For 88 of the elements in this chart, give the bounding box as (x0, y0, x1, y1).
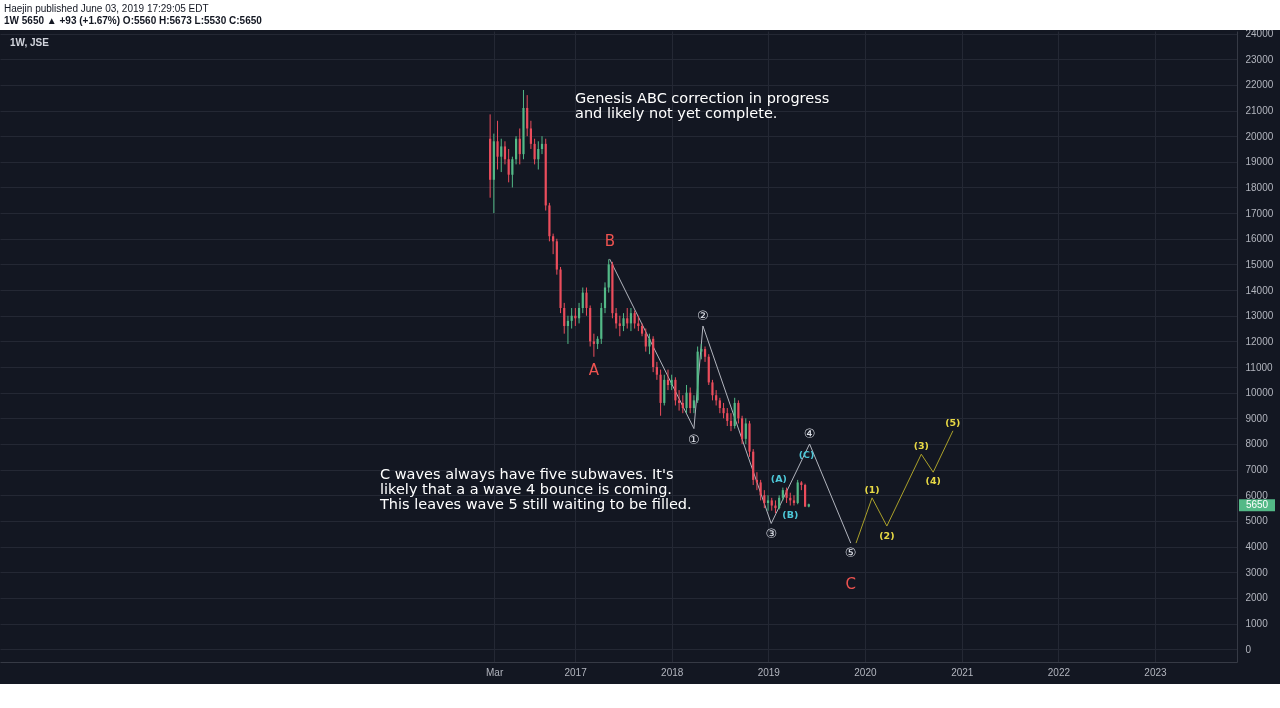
x-tick-label: 2018 (661, 666, 684, 678)
annotation: C waves always have five subwaves. It's likely that a a wave 4 bounce is coming. This leaves wave 5 still waiting to be filled. (379, 466, 692, 512)
y-tick-label: 7000 (1245, 464, 1269, 476)
candlestick (718, 397, 721, 414)
annotation: ⑤ (844, 544, 857, 560)
candlestick (666, 369, 670, 391)
x-tick-label: Mar (485, 666, 504, 678)
annotation: (C) (798, 448, 815, 460)
text: 1W 5650 ▲ +93 (+1.67%) O:5560 H:5673 L:5530 C:5650 (4, 15, 263, 27)
annotation: (5) (945, 417, 961, 429)
candlestick (663, 374, 666, 406)
candlestick (592, 333, 595, 358)
candlestick (563, 302, 566, 335)
candlestick (529, 120, 532, 150)
annotation: ② (697, 307, 709, 323)
y-tick-label: 17000 (1245, 207, 1274, 219)
candlestick (566, 315, 570, 345)
candlestick (744, 417, 747, 445)
annotation: (4) (925, 475, 941, 487)
candlestick (648, 333, 651, 355)
candlestick (733, 397, 736, 430)
candlestick (570, 307, 573, 330)
y-tick-label: 5000 (1245, 515, 1269, 527)
x-tick-label: 2017 (564, 666, 588, 678)
annotation: ③ (765, 526, 778, 542)
candlestick (711, 379, 714, 401)
annotation: (3) (913, 440, 929, 452)
annotation: (A) (770, 472, 787, 484)
candlestick (496, 120, 499, 171)
annotation: Genesis ABC correction in progress and likely not yet complete. (575, 90, 830, 121)
candlestick (759, 479, 762, 501)
y-tick-label: 13000 (1245, 310, 1274, 322)
annotation: (2) (879, 530, 895, 542)
candlestick (618, 315, 621, 337)
y-tick-label: 18000 (1245, 181, 1274, 193)
candlestick (729, 412, 733, 432)
x-tick-label: 2023 (1144, 666, 1168, 678)
candlestick (540, 135, 544, 155)
y-tick-label: 11000 (1245, 361, 1273, 373)
annotation: A (588, 360, 600, 379)
y-tick-label: 24000 (1245, 28, 1274, 40)
annotation: (1) (864, 483, 880, 495)
annotation: B (604, 232, 615, 251)
y-tick-label: 3000 (1245, 566, 1269, 578)
y-tick-label: 9000 (1245, 412, 1269, 424)
text: 5650 (1245, 499, 1269, 511)
text: Haejin published June 03, 2019 17:29:05 EDT (4, 3, 210, 15)
candlestick (585, 287, 588, 317)
candlestick (511, 156, 514, 188)
candlestick (703, 346, 707, 363)
candlestick (507, 148, 510, 183)
text: 1W, JSE (10, 37, 50, 48)
candlestick (500, 138, 503, 173)
y-tick-label: 2000 (1245, 592, 1269, 604)
y-tick-label: 22000 (1245, 79, 1274, 91)
candlestick (626, 307, 629, 330)
x-tick-label: 2020 (854, 666, 877, 678)
y-tick-label: 6000 (1245, 489, 1269, 501)
y-tick-label: 1000 (1245, 618, 1269, 630)
y-tick-label: 16000 (1245, 233, 1274, 245)
y-tick-label: 15000 (1245, 258, 1274, 270)
y-tick-label: 8000 (1245, 438, 1269, 450)
y-tick-label: 12000 (1245, 335, 1274, 347)
y-tick-label: 20000 (1245, 130, 1274, 142)
y-tick-label: 14000 (1245, 284, 1274, 296)
line-series (855, 430, 954, 544)
y-tick-label: 0 (1245, 643, 1252, 655)
candlestick (644, 328, 647, 353)
candlestick (792, 494, 796, 507)
x-tick-label: 2022 (1047, 666, 1071, 678)
x-tick-label: 2021 (951, 666, 974, 678)
candlestick (741, 415, 744, 445)
annotation: (B) (782, 508, 799, 520)
annotation: ① (688, 431, 700, 447)
annotation: C (845, 574, 856, 593)
candlestick (685, 384, 688, 414)
candlestick (503, 140, 507, 165)
y-tick-label: 4000 (1245, 541, 1269, 553)
candlestick (766, 494, 770, 512)
y-tick-label: 19000 (1245, 156, 1274, 168)
x-tick-label: 2019 (757, 666, 781, 678)
annotation: ④ (803, 425, 816, 441)
candlestick (607, 258, 610, 294)
candlestick (692, 394, 696, 414)
y-tick-label: 10000 (1245, 387, 1274, 399)
y-tick-label: 23000 (1245, 53, 1274, 65)
candlestick (796, 479, 799, 505)
y-tick-label: 21000 (1245, 105, 1274, 117)
